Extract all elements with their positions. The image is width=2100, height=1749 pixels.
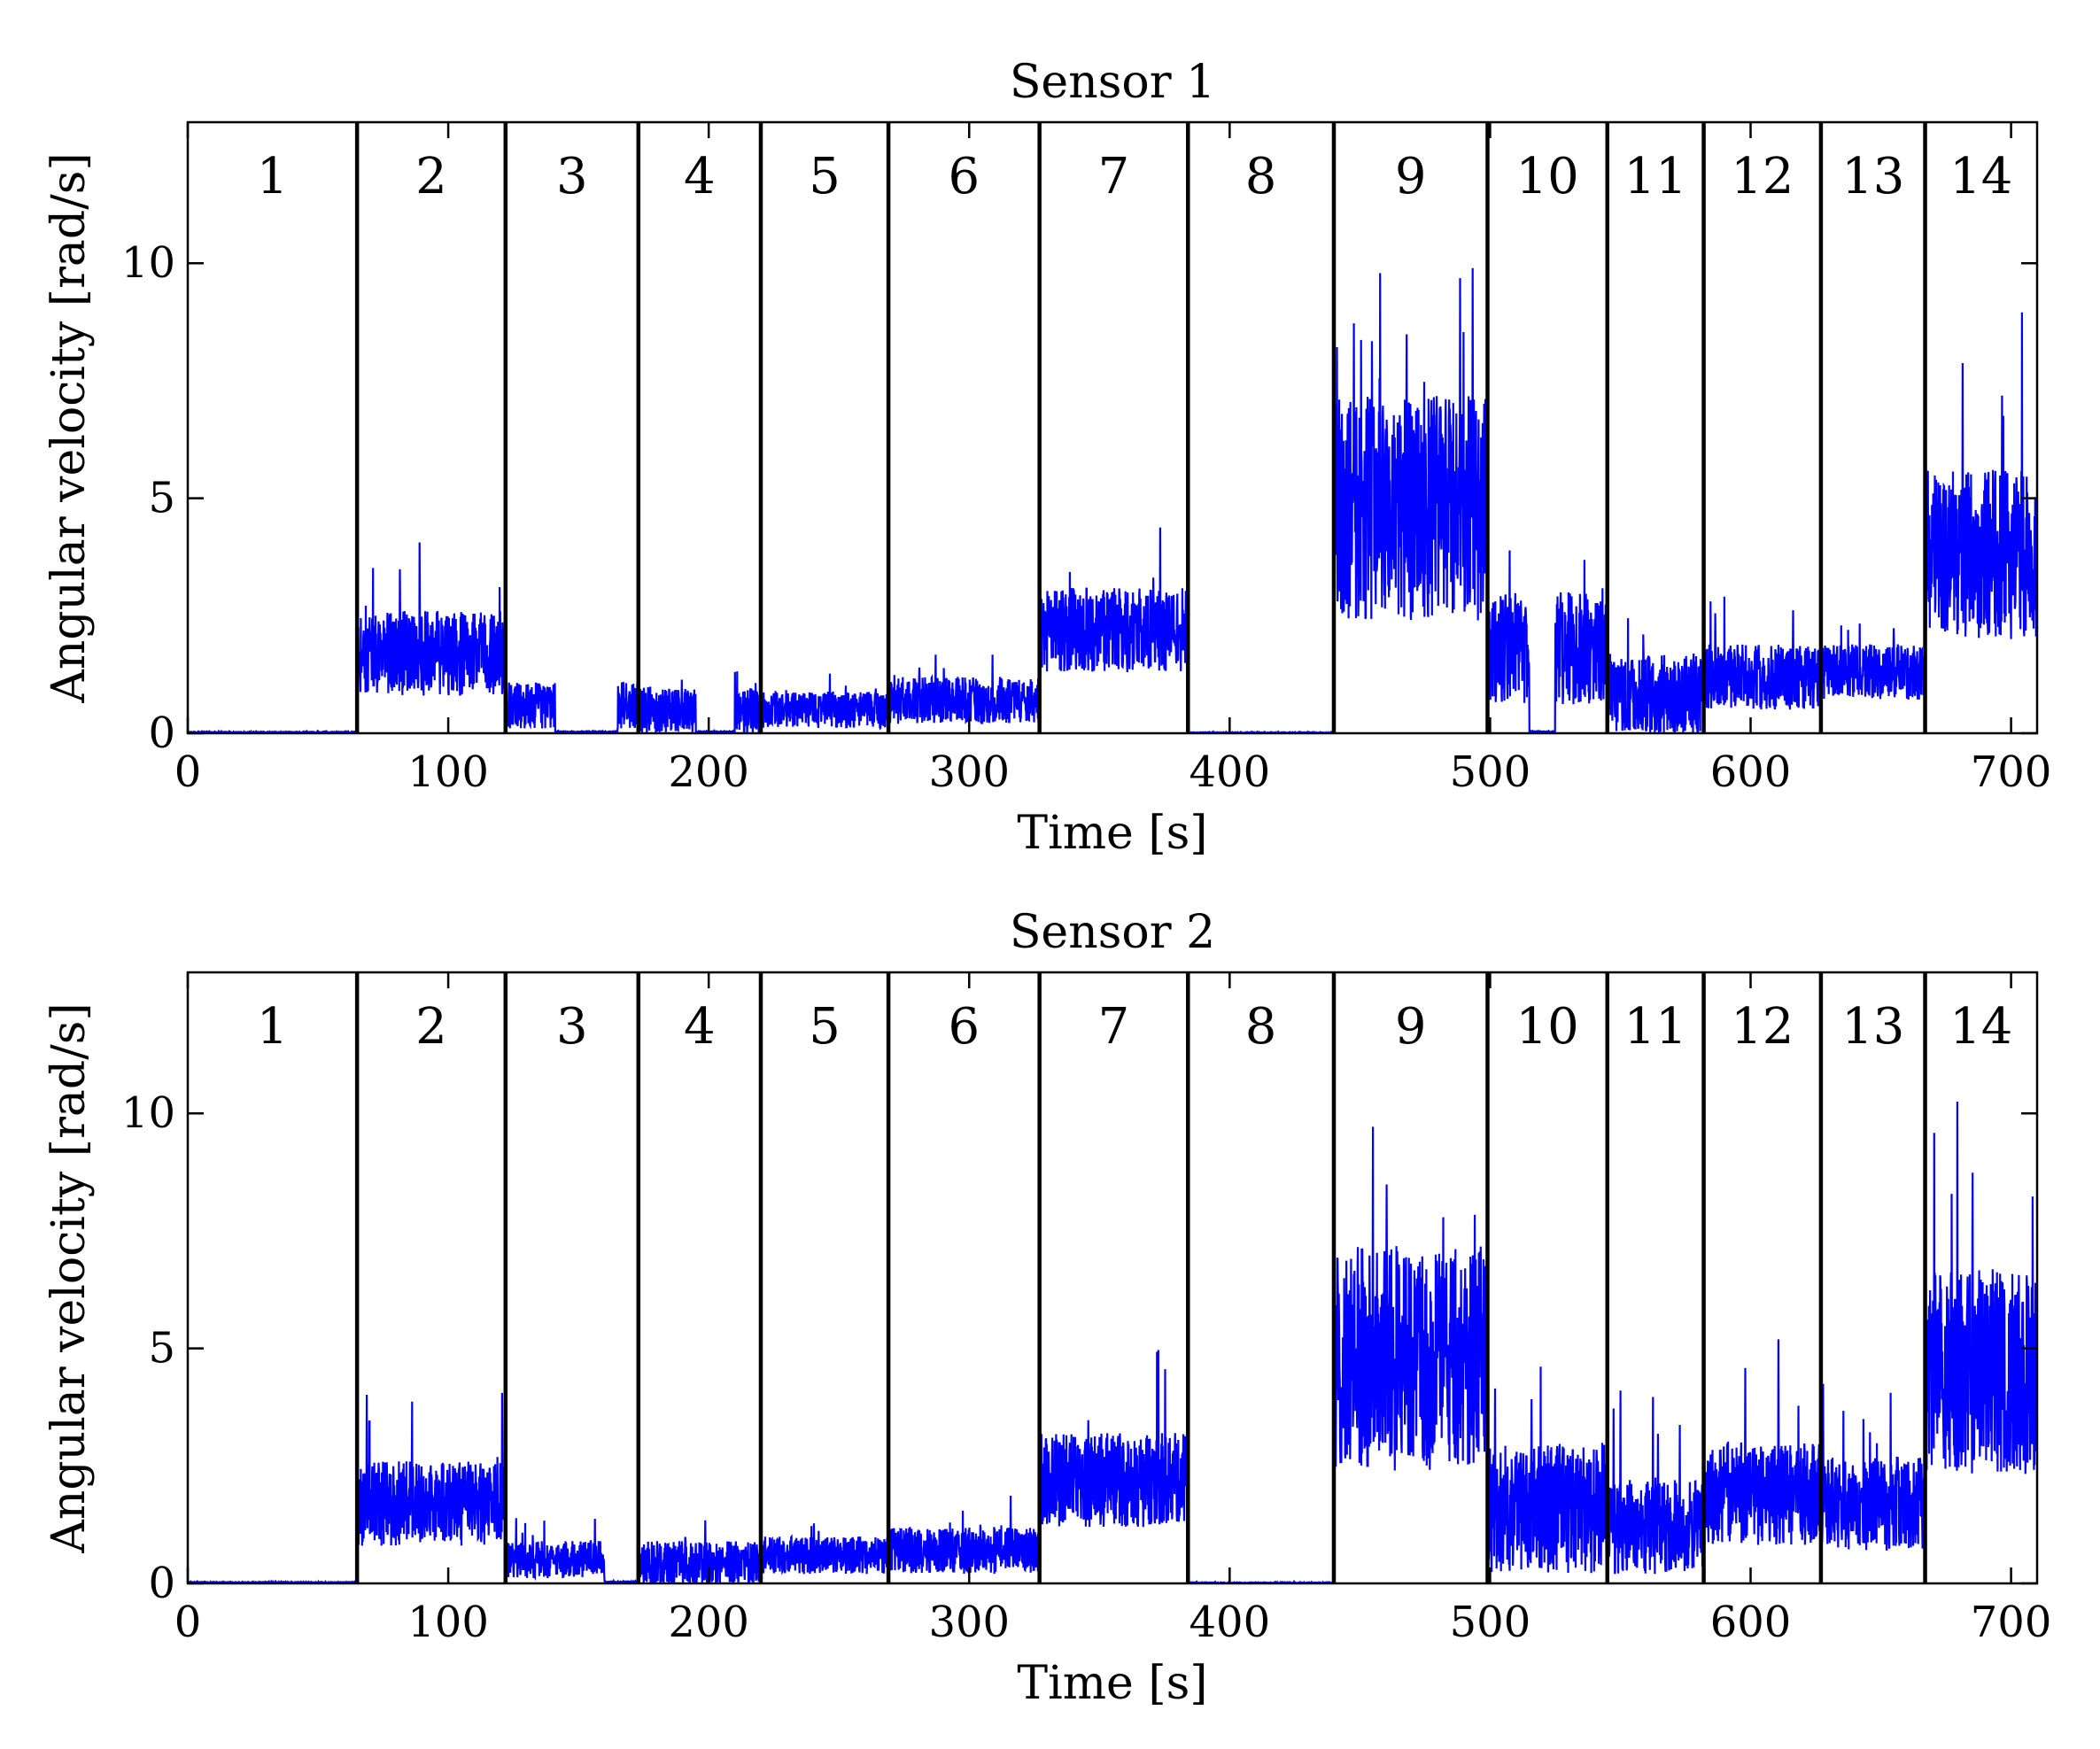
segment-label-11: 11 xyxy=(1624,998,1687,1056)
series-line xyxy=(188,267,2037,733)
plot-panel-1: Sensor 11 2 3 4 5 6 7 8 9 10 11 12 13 140 100 200 300 400… xyxy=(43,56,2051,860)
segment-label-1: 1 xyxy=(257,998,289,1056)
x-tick-label: 700 xyxy=(1971,1598,2052,1647)
x-tick-label: 500 xyxy=(1450,747,1531,797)
segment-label-3: 3 xyxy=(556,998,588,1056)
x-tick-label: 600 xyxy=(1710,747,1792,797)
axes-box xyxy=(186,971,2039,1585)
segment-label-14: 14 xyxy=(1949,998,2012,1056)
y-tick-label: 0 xyxy=(148,708,175,758)
segment-label-2: 2 xyxy=(415,998,447,1056)
segment-label-4: 4 xyxy=(684,998,716,1056)
chart-title: Sensor 2 xyxy=(1010,906,1215,959)
segment-label-10: 10 xyxy=(1515,998,1578,1056)
x-tick-label: 0 xyxy=(174,747,202,797)
y-axis-label: Angular velocity [rad/s] xyxy=(43,152,96,703)
segment-label-13: 13 xyxy=(1841,998,1904,1056)
segment-label-4: 4 xyxy=(684,148,716,205)
segment-label-3: 3 xyxy=(556,148,588,205)
plot-panel-2: Sensor 21 2 3 4 5 6 7 8 9 10 11 12 13 140 100 200 300 400… xyxy=(43,906,2051,1710)
segment-label-7: 7 xyxy=(1098,148,1130,205)
segment-label-13: 13 xyxy=(1841,148,1904,205)
segment-label-10: 10 xyxy=(1515,148,1578,205)
x-tick-label: 200 xyxy=(668,1598,749,1647)
segment-label-9: 9 xyxy=(1395,998,1427,1056)
x-tick-label: 700 xyxy=(1971,747,2052,797)
x-tick-label: 100 xyxy=(407,1598,489,1647)
x-tick-label: 0 xyxy=(174,1598,202,1647)
x-tick-label: 600 xyxy=(1710,1598,1792,1647)
segment-label-6: 6 xyxy=(949,998,980,1056)
axes-box xyxy=(186,120,2039,735)
series-line xyxy=(188,1101,2037,1583)
segment-label-14: 14 xyxy=(1949,148,2012,205)
segment-label-5: 5 xyxy=(809,148,841,205)
x-tick-label: 100 xyxy=(407,747,489,797)
segment-label-2: 2 xyxy=(415,148,447,205)
segment-label-1: 1 xyxy=(257,148,289,205)
x-tick-label: 300 xyxy=(928,747,1010,797)
segment-label-12: 12 xyxy=(1731,148,1794,205)
y-tick-label: 10 xyxy=(121,1088,175,1138)
x-tick-label: 400 xyxy=(1189,1598,1271,1647)
segment-label-12: 12 xyxy=(1731,998,1794,1056)
segment-label-8: 8 xyxy=(1245,148,1277,205)
y-tick-label: 10 xyxy=(121,238,175,288)
x-tick-label: 500 xyxy=(1450,1598,1531,1647)
segment-label-6: 6 xyxy=(949,148,980,205)
x-axis-label: Time [s] xyxy=(1017,807,1207,860)
x-tick-label: 300 xyxy=(928,1598,1010,1647)
segment-label-11: 11 xyxy=(1624,148,1687,205)
segment-label-5: 5 xyxy=(809,998,841,1056)
x-tick-label: 200 xyxy=(668,747,749,797)
y-tick-label: 5 xyxy=(148,1324,175,1374)
segment-label-9: 9 xyxy=(1395,148,1427,205)
x-tick-label: 400 xyxy=(1189,747,1271,797)
y-axis-label: Angular velocity [rad/s] xyxy=(43,1002,96,1553)
segment-label-7: 7 xyxy=(1098,998,1130,1056)
chart-title: Sensor 1 xyxy=(1010,56,1215,109)
x-axis-label: Time [s] xyxy=(1017,1657,1207,1710)
y-tick-label: 5 xyxy=(148,474,175,523)
y-tick-label: 0 xyxy=(148,1559,175,1608)
segment-label-8: 8 xyxy=(1245,998,1277,1056)
